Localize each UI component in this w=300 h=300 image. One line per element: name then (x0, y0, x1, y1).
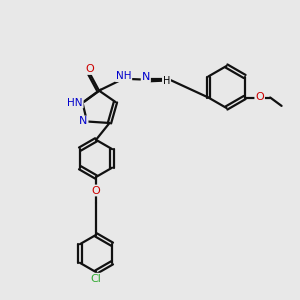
Text: Cl: Cl (91, 274, 101, 284)
Text: H: H (163, 76, 170, 86)
Text: O: O (255, 92, 264, 103)
Text: O: O (85, 64, 94, 74)
Text: NH: NH (116, 71, 131, 81)
Text: HN: HN (67, 98, 83, 108)
Text: N: N (79, 116, 88, 127)
Text: N: N (142, 72, 150, 82)
Text: O: O (92, 185, 100, 196)
